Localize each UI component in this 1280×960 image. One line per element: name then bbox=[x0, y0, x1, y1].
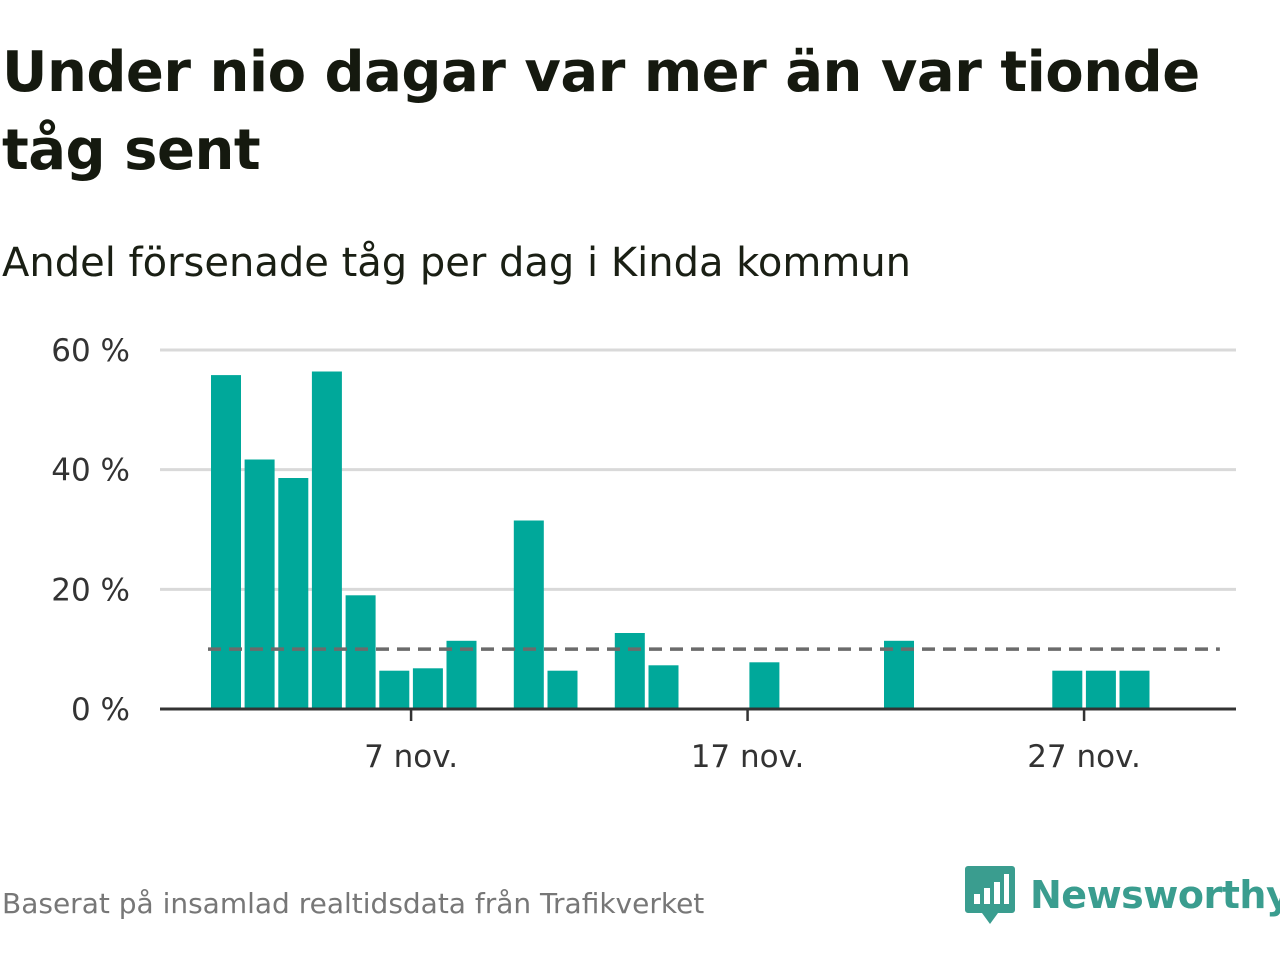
y-tick-label: 40 % bbox=[51, 453, 130, 489]
chart-subtitle: Andel försenade tåg per dag i Kinda komm… bbox=[2, 240, 912, 286]
y-axis-tick-labels: 0 % 20 % 40 % 60 % bbox=[51, 333, 130, 728]
bar bbox=[884, 640, 914, 709]
x-axis: 7 nov. 17 nov. 27 nov. bbox=[160, 707, 1236, 775]
x-tick-label: 27 nov. bbox=[1027, 739, 1141, 775]
bar bbox=[547, 670, 578, 709]
bar bbox=[412, 668, 443, 709]
brand-name: Newsworthy bbox=[1030, 873, 1280, 917]
y-tick-label: 60 % bbox=[51, 333, 130, 369]
bar bbox=[311, 371, 342, 709]
y-tick-label: 20 % bbox=[51, 572, 130, 608]
x-tick-label: 17 nov. bbox=[691, 739, 805, 775]
bar bbox=[1085, 670, 1116, 709]
bar bbox=[446, 640, 477, 709]
x-tick-label: 7 nov. bbox=[364, 739, 458, 775]
bar bbox=[345, 595, 376, 709]
bar bbox=[244, 459, 275, 709]
y-tick-label: 0 % bbox=[71, 692, 130, 728]
bar bbox=[1052, 670, 1083, 709]
bar bbox=[379, 670, 410, 709]
newsworthy-logo-icon bbox=[965, 866, 1015, 924]
brand-logo: Newsworthy bbox=[964, 862, 1280, 928]
chart-title: Under nio dagar var mer än var tionde tå… bbox=[2, 40, 1200, 183]
bar bbox=[211, 375, 241, 709]
bar bbox=[1119, 670, 1150, 709]
bar bbox=[614, 633, 645, 709]
bar bbox=[749, 662, 780, 709]
bars bbox=[211, 371, 1150, 709]
bar bbox=[648, 665, 679, 709]
bar bbox=[513, 520, 544, 709]
bar bbox=[278, 478, 309, 709]
source-note: Baserat på insamlad realtidsdata från Tr… bbox=[2, 887, 705, 920]
